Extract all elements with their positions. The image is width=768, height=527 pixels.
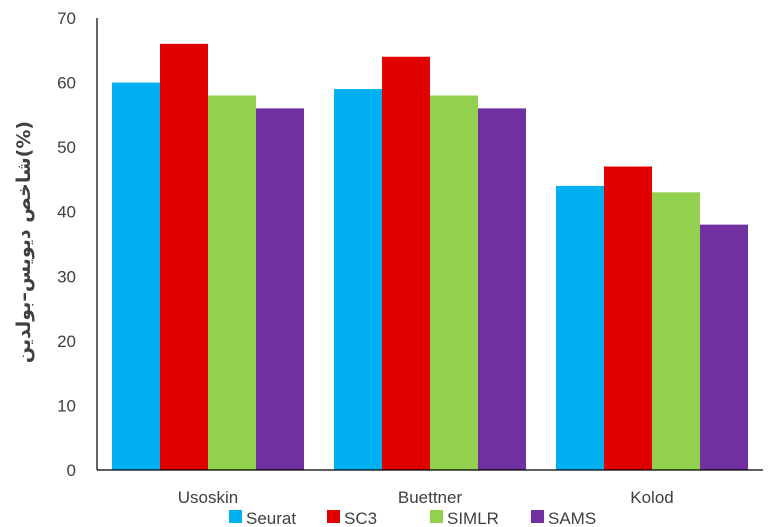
bar-sc3-buettner — [382, 56, 430, 470]
bar-simlr-kolod — [652, 192, 700, 471]
legend-swatch-simlr — [430, 510, 443, 523]
bar-seurat-kolod — [556, 185, 604, 470]
x-category-label: Buettner — [398, 488, 463, 507]
y-tick-label: 30 — [57, 267, 76, 286]
bar-seurat-usoskin — [112, 82, 160, 471]
y-tick-label: 0 — [67, 461, 76, 480]
y-axis-ticks: 0 10 20 30 40 50 60 70 — [57, 9, 76, 480]
bar-seurat-buettner — [334, 89, 382, 471]
y-tick-label: 40 — [57, 203, 76, 222]
bar-sc3-usoskin — [160, 43, 208, 470]
bars — [112, 43, 748, 471]
bar-simlr-usoskin — [208, 95, 256, 470]
y-tick-label: 60 — [57, 74, 76, 93]
bar-sams-usoskin — [256, 108, 304, 471]
legend-swatch-sc3 — [327, 510, 340, 523]
legend: Seurat SC3 SIMLR SAMS — [229, 509, 596, 527]
legend-swatch-seurat — [229, 510, 242, 523]
legend-label-sc3: SC3 — [344, 509, 377, 527]
bar-sc3-kolod — [604, 166, 652, 470]
bar-sams-kolod — [700, 224, 748, 470]
y-axis-label: شاخص دیویس–بولدین(%) — [13, 121, 35, 363]
legend-label-seurat: Seurat — [246, 509, 296, 527]
y-tick-label: 10 — [57, 396, 76, 415]
legend-swatch-sams — [531, 510, 544, 523]
bar-simlr-buettner — [430, 95, 478, 470]
y-tick-label: 50 — [57, 138, 76, 157]
x-category-label: Usoskin — [178, 488, 238, 507]
x-category-label: Kolod — [630, 488, 673, 507]
x-axis-categories: Usoskin Buettner Kolod — [178, 488, 674, 507]
y-tick-label: 20 — [57, 332, 76, 351]
legend-label-sams: SAMS — [548, 509, 596, 527]
bar-sams-buettner — [478, 108, 526, 471]
y-tick-label: 70 — [57, 9, 76, 28]
legend-label-simlr: SIMLR — [447, 509, 499, 527]
